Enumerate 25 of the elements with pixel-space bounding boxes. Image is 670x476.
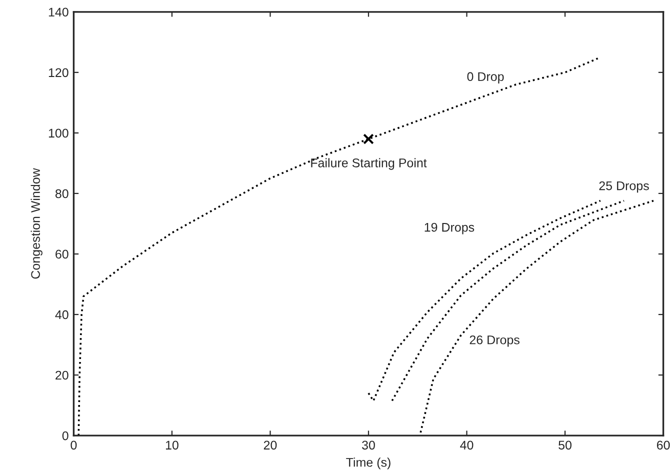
- series-label: 26 Drops: [470, 335, 520, 347]
- x-tick-label: 30: [362, 440, 375, 450]
- x-tick-label: 50: [558, 440, 572, 450]
- y-tick-label: 140: [48, 8, 68, 17]
- x-tick-label: 0: [70, 440, 77, 450]
- annotation: Failure Starting Point: [311, 158, 427, 170]
- line-series: [391, 200, 625, 402]
- y-tick-label: 80: [55, 189, 68, 198]
- y-tick-label: 20: [56, 370, 68, 380]
- x-tick-label: 40: [460, 440, 474, 450]
- y-axis-title: Congestion Window: [30, 168, 42, 279]
- x-tick-label: 60: [656, 440, 670, 450]
- text: 19 Drops: [424, 222, 474, 234]
- y-tick-label: 40: [55, 310, 68, 320]
- y-tick-label: 0: [62, 431, 68, 440]
- series-label: 0 Drop: [467, 72, 504, 84]
- y-tick-label: 100: [48, 128, 68, 138]
- x-axis-title: Time (s): [346, 458, 390, 470]
- line-series: [368, 200, 602, 402]
- x-tick-label: 10: [166, 440, 178, 450]
- series-label: 25 Drops: [599, 181, 649, 193]
- line-series: [420, 200, 654, 434]
- y-tick-label: 60: [56, 250, 68, 259]
- y-tick-label: 120: [48, 68, 68, 78]
- x-tick-label: 20: [264, 440, 277, 450]
